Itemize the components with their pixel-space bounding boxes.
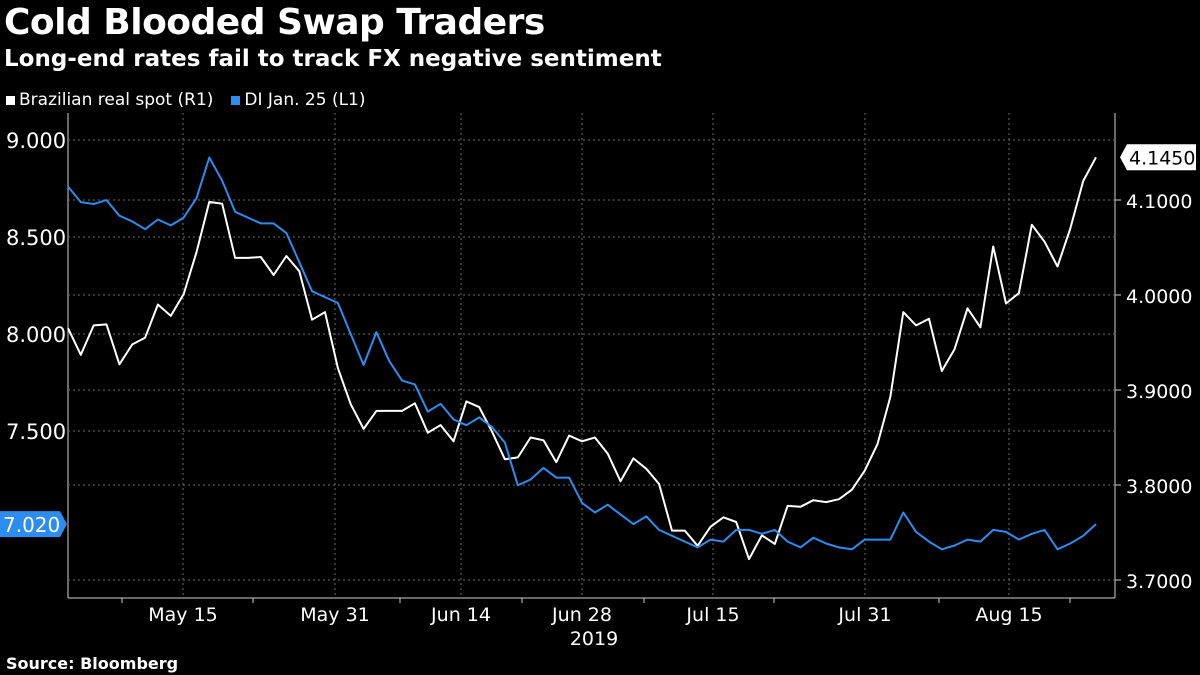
left-tick-label: 8.500 bbox=[6, 226, 66, 250]
legend-item-real: Brazilian real spot (R1) bbox=[6, 90, 213, 110]
chart-title: Cold Blooded Swap Traders bbox=[4, 2, 545, 43]
right-tick-label: 3.9000 bbox=[1126, 381, 1192, 403]
legend-item-di: DI Jan. 25 (L1) bbox=[231, 90, 366, 110]
legend-swatch-real bbox=[6, 95, 15, 105]
right-last-value-flag bbox=[1120, 144, 1196, 171]
x-tick-label: Jul 31 bbox=[837, 604, 891, 626]
x-axis-label: 2019 bbox=[570, 628, 618, 650]
legend-label-di: DI Jan. 25 (L1) bbox=[244, 90, 366, 110]
left-last-value-flag bbox=[0, 511, 67, 538]
right-last-value-label: 4.1450 bbox=[1129, 147, 1195, 169]
right-tick-label: 3.8000 bbox=[1126, 476, 1192, 498]
source-note: Source: Bloomberg bbox=[6, 654, 179, 673]
left-tick-label: 8.000 bbox=[6, 323, 66, 347]
right-tick-label: 3.7000 bbox=[1126, 571, 1192, 593]
x-tick-label: Jul 15 bbox=[685, 604, 739, 626]
series-line-real bbox=[67, 156, 1097, 561]
legend-label-real: Brazilian real spot (R1) bbox=[19, 90, 214, 110]
x-tick-label: Jun 28 bbox=[551, 604, 612, 626]
chart-subtitle: Long-end rates fail to track FX negative… bbox=[4, 46, 662, 72]
left-last-value-label: 7.020 bbox=[3, 513, 60, 537]
x-tick-label: Jun 14 bbox=[430, 604, 491, 626]
series-line-di bbox=[67, 156, 1097, 551]
right-tick-label: 4.1000 bbox=[1126, 191, 1192, 213]
left-tick-label: 7.500 bbox=[6, 420, 66, 444]
left-tick-label: 9.000 bbox=[6, 129, 66, 153]
legend-swatch-di bbox=[231, 95, 241, 105]
x-tick-label: Aug 15 bbox=[975, 604, 1042, 626]
x-tick-label: May 15 bbox=[148, 604, 218, 626]
x-tick-label: May 31 bbox=[300, 604, 370, 626]
legend: Brazilian real spot (R1) DI Jan. 25 (L1) bbox=[6, 90, 366, 110]
right-tick-label: 4.0000 bbox=[1126, 286, 1192, 308]
